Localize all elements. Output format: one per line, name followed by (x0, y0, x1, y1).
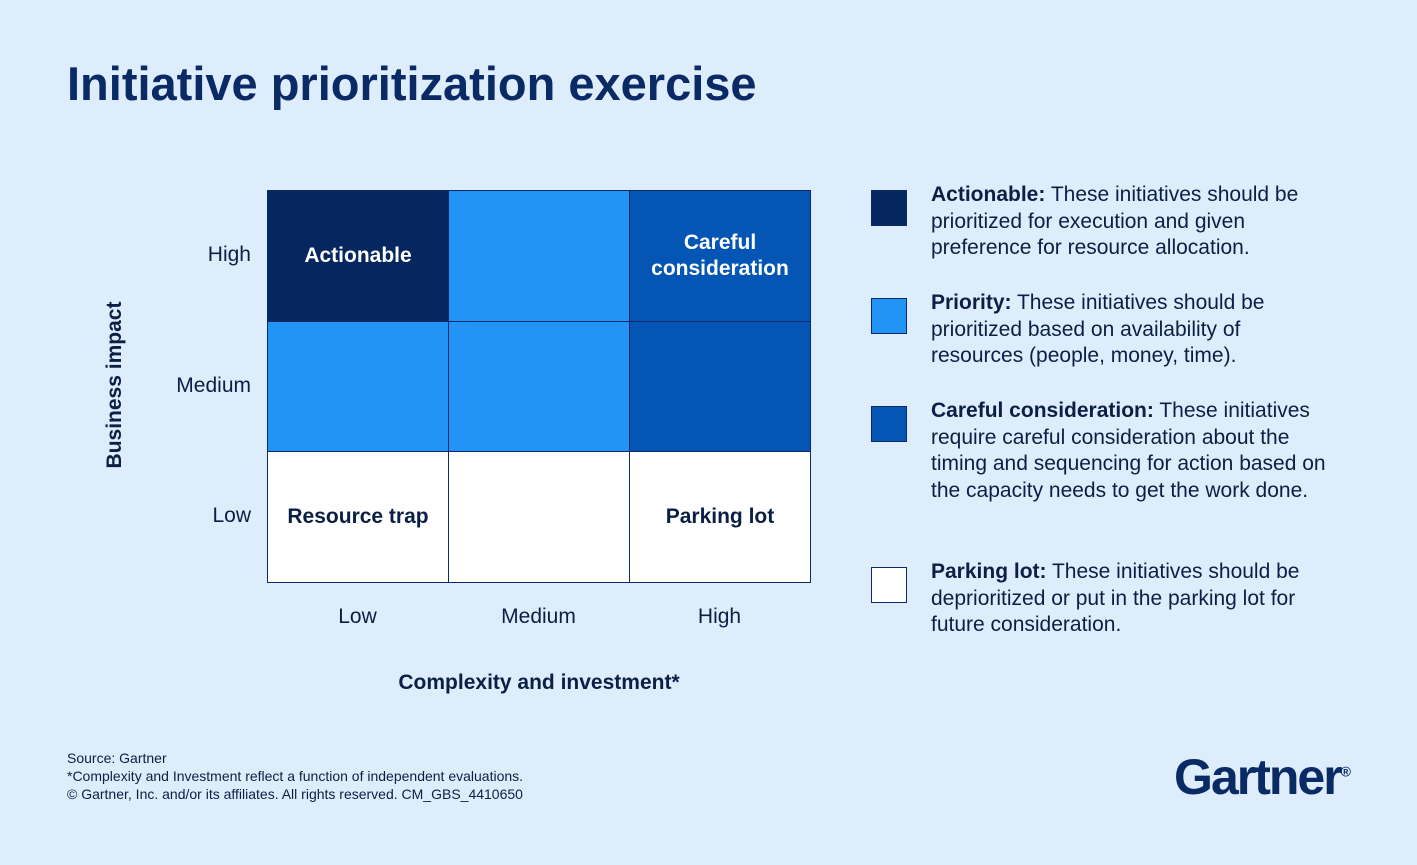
cell-label: Parking lot (665, 504, 775, 528)
column-label: Medium (501, 605, 576, 628)
legend-swatch (871, 567, 907, 603)
legend-term: Priority: (931, 291, 1012, 314)
grid-cell: Parking lot (629, 451, 811, 583)
legend-term: Actionable: (931, 183, 1046, 206)
column-label: High (697, 605, 742, 628)
x-axis-label: Complexity and investment* (398, 671, 680, 694)
legend-description: These initiatives should be prioritized … (931, 291, 1265, 368)
legend-text: Actionable: These initiatives should be … (931, 182, 1326, 262)
legend-description: These initiatives should be deprioritize… (931, 560, 1300, 637)
legend-swatch (871, 190, 907, 226)
grid-cell: Resource trap (267, 451, 449, 583)
legend-term: Parking lot: (931, 560, 1047, 583)
grid-cell (448, 320, 630, 452)
grid-cell (448, 190, 630, 322)
legend-description: These initiatives should be prioritized … (931, 183, 1299, 260)
title: Initiative prioritization exercise (67, 57, 757, 110)
grid-cell (267, 320, 449, 452)
cell-label: Careful consideration (651, 230, 789, 280)
legend-swatch (871, 298, 907, 334)
logo: Gartner® (1174, 748, 1351, 806)
grid-cell: Actionable (267, 190, 449, 322)
legend-swatch (871, 406, 907, 442)
cell-label: Actionable (304, 243, 412, 267)
logo-text: Gartner (1174, 749, 1343, 805)
y-axis-label: Business impact (103, 301, 126, 469)
legend-text: Parking lot: These initiatives should be… (931, 559, 1326, 639)
legend-description: These initiatives require careful consid… (931, 399, 1326, 503)
grid-cell: Careful consideration (629, 190, 811, 322)
source: Source: Gartner (67, 750, 167, 766)
logo-mark: ® (1340, 763, 1351, 780)
row-label: High (207, 243, 251, 267)
grid-cell (629, 320, 811, 452)
grid-cell (448, 451, 630, 583)
legend-text: Priority: These initiatives should be pr… (931, 290, 1326, 370)
row-label: Medium (176, 373, 251, 397)
column-label: Low (338, 605, 377, 628)
copyright: © Gartner, Inc. and/or its affiliates. A… (67, 786, 523, 802)
legend-term: Careful consideration: (931, 399, 1154, 422)
note: *Complexity and Investment reflect a fun… (67, 768, 524, 784)
cell-label: Resource trap (287, 504, 429, 528)
row-label: Low (212, 504, 251, 528)
legend-text: Careful consideration: These initiatives… (931, 398, 1326, 505)
footer: Source: Gartner *Complexity and Investme… (67, 749, 523, 803)
